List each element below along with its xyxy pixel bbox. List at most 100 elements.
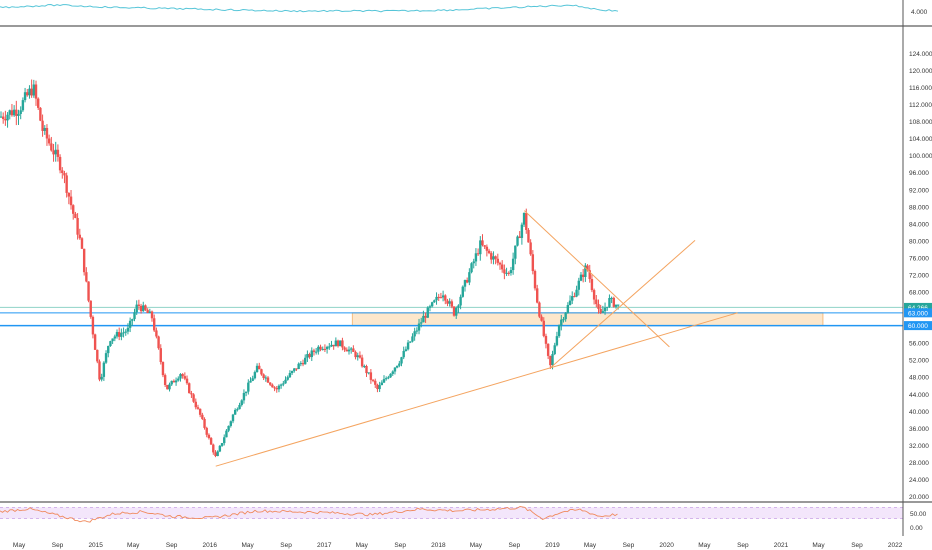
candle-body[interactable] xyxy=(155,330,158,337)
candle-body[interactable] xyxy=(321,348,324,350)
candle-body[interactable] xyxy=(308,354,311,358)
candle-body[interactable] xyxy=(503,269,506,274)
candle-body[interactable] xyxy=(328,346,331,348)
top-indicator-panel[interactable] xyxy=(0,3,619,13)
candle-body[interactable] xyxy=(616,304,620,306)
candle-body[interactable] xyxy=(275,387,278,390)
candle-body[interactable] xyxy=(47,138,51,144)
candle-body[interactable] xyxy=(430,302,434,307)
candle-body[interactable] xyxy=(82,248,86,273)
candle-body[interactable] xyxy=(1,116,5,120)
candle-body[interactable] xyxy=(28,88,31,96)
candle-body[interactable] xyxy=(247,382,250,392)
candle-body[interactable] xyxy=(153,318,156,331)
candle-body[interactable] xyxy=(409,341,412,343)
candle-body[interactable] xyxy=(122,332,125,334)
candle-body[interactable] xyxy=(538,302,541,317)
candle-body[interactable] xyxy=(557,325,561,337)
candle-body[interactable] xyxy=(85,272,88,282)
candle-body[interactable] xyxy=(159,348,162,363)
candle-body[interactable] xyxy=(262,374,265,378)
candle-body[interactable] xyxy=(610,297,613,299)
candle-body[interactable] xyxy=(330,344,333,347)
candle-body[interactable] xyxy=(441,295,445,298)
candle-body[interactable] xyxy=(520,224,524,238)
candle-body[interactable] xyxy=(177,378,180,381)
candle-body[interactable] xyxy=(185,378,189,384)
candle-body[interactable] xyxy=(168,384,171,390)
price-axis[interactable]: 124.000 120.000 116.000 112.000 108.000 104.0… xyxy=(909,9,932,532)
candle-body[interactable] xyxy=(404,349,408,351)
candle-body[interactable] xyxy=(80,238,84,249)
candle-body[interactable] xyxy=(4,119,7,121)
candle-body[interactable] xyxy=(571,296,574,301)
candle-body[interactable] xyxy=(601,311,605,313)
candle-body[interactable] xyxy=(544,335,548,344)
candle-body[interactable] xyxy=(87,281,90,301)
candle-body[interactable] xyxy=(76,218,79,235)
candle-body[interactable] xyxy=(196,407,200,409)
candle-body[interactable] xyxy=(214,452,217,457)
candle-body[interactable] xyxy=(74,213,77,219)
candle-body[interactable] xyxy=(109,341,112,346)
candle-body[interactable] xyxy=(192,394,195,402)
candle-body[interactable] xyxy=(433,300,436,303)
candle-body[interactable] xyxy=(150,311,154,319)
candle-body[interactable] xyxy=(32,84,36,96)
candle-body[interactable] xyxy=(437,296,440,298)
candle-body[interactable] xyxy=(485,246,489,251)
candle-body[interactable] xyxy=(233,409,237,415)
candle-body[interactable] xyxy=(297,363,300,370)
candle-body[interactable] xyxy=(479,240,482,255)
candle-body[interactable] xyxy=(400,357,403,364)
candle-body[interactable] xyxy=(555,336,559,346)
candle-body[interactable] xyxy=(562,319,565,321)
candle-body[interactable] xyxy=(584,265,587,277)
candle-body[interactable] xyxy=(26,92,29,96)
candle-body[interactable] xyxy=(52,150,55,155)
candle-body[interactable] xyxy=(266,377,270,383)
candle-body[interactable] xyxy=(203,418,206,428)
candle-body[interactable] xyxy=(223,437,226,444)
candle-body[interactable] xyxy=(194,401,197,408)
candle-body[interactable] xyxy=(179,374,182,379)
candle-body[interactable] xyxy=(573,296,576,298)
candle-body[interactable] xyxy=(597,304,600,309)
candle-body[interactable] xyxy=(188,383,191,394)
candle-body[interactable] xyxy=(382,379,386,383)
candle-body[interactable] xyxy=(288,373,292,378)
candle-body[interactable] xyxy=(426,307,429,318)
candle-body[interactable] xyxy=(566,305,570,313)
candle-body[interactable] xyxy=(113,336,117,339)
candle-body[interactable] xyxy=(6,114,9,121)
candle-body[interactable] xyxy=(98,361,101,380)
candle-body[interactable] xyxy=(536,288,539,303)
candle-body[interactable] xyxy=(465,280,469,283)
candle-body[interactable] xyxy=(606,306,609,308)
candle-body[interactable] xyxy=(238,404,241,410)
candle-body[interactable] xyxy=(8,110,11,115)
candle-body[interactable] xyxy=(452,306,456,316)
trendline-1[interactable] xyxy=(215,312,738,467)
candle-body[interactable] xyxy=(533,271,537,289)
candle-body[interactable] xyxy=(209,438,213,445)
candle-body[interactable] xyxy=(19,110,22,114)
candle-body[interactable] xyxy=(304,357,307,365)
candle-body[interactable] xyxy=(10,110,14,116)
candle-body[interactable] xyxy=(37,98,40,108)
time-axis[interactable]: May Sep 2015 May Sep 2016 May Sep 2017 May Sep 2018… xyxy=(13,542,903,549)
candles[interactable] xyxy=(0,79,620,458)
candle-body[interactable] xyxy=(166,384,169,390)
candle-body[interactable] xyxy=(146,309,149,314)
candle-body[interactable] xyxy=(78,234,81,239)
candle-body[interactable] xyxy=(282,383,285,385)
candle-body[interactable] xyxy=(128,320,132,328)
candle-body[interactable] xyxy=(564,312,567,320)
candle-body[interactable] xyxy=(242,392,246,401)
candle-body[interactable] xyxy=(406,342,410,350)
candle-body[interactable] xyxy=(21,100,25,111)
candle-body[interactable] xyxy=(236,409,239,411)
candle-body[interactable] xyxy=(72,205,75,214)
candle-body[interactable] xyxy=(612,297,616,307)
